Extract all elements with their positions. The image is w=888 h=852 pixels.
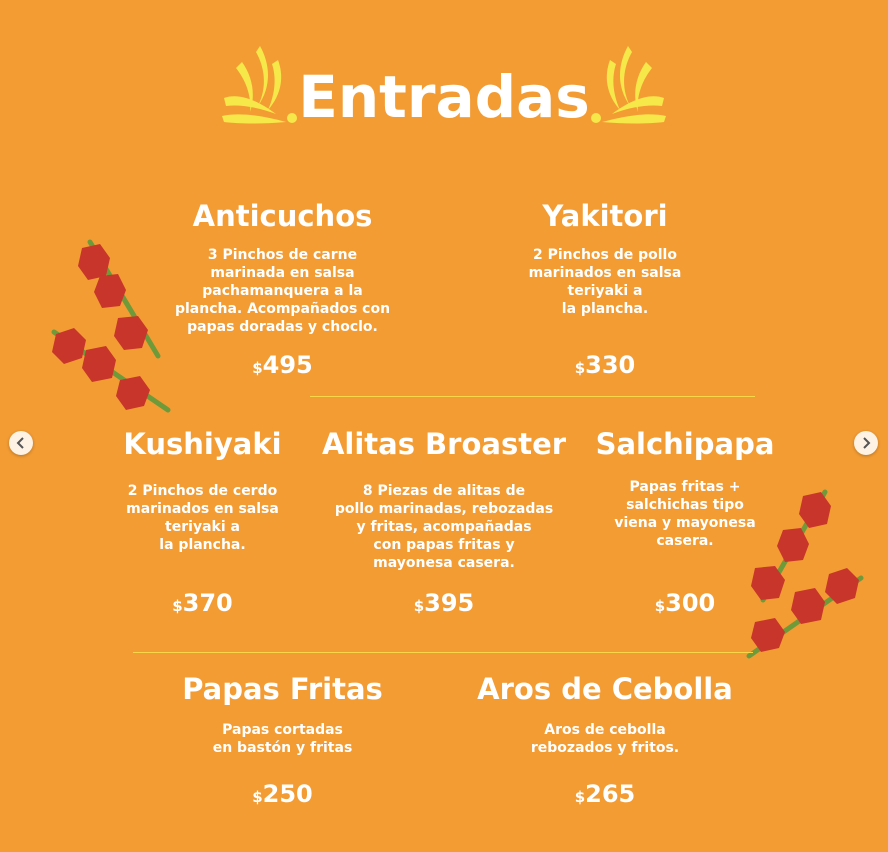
price-value: 370 [182, 589, 233, 617]
item-description: Papas cortadas en bastón y fritas [212, 722, 353, 756]
price-value: 250 [262, 780, 313, 808]
item-description: 3 Pinchos de carne marinada en salsa pac… [174, 247, 391, 335]
menu-item-aros-de-cebolla: Aros de Cebolla Aros de cebolla rebozado… [455, 671, 755, 812]
item-name: Papas Fritas [182, 672, 383, 706]
price-value: 495 [262, 351, 313, 379]
currency-symbol: $ [413, 597, 425, 615]
chevron-left-icon [16, 437, 24, 449]
item-price: $300 [585, 588, 785, 621]
carousel-next-button[interactable] [854, 431, 878, 455]
price-value: 300 [665, 589, 716, 617]
menu-item-salchipapa: Salchipapa Papas fritas + salchichas tip… [585, 426, 785, 621]
currency-symbol: $ [654, 597, 666, 615]
currency-symbol: $ [252, 788, 263, 806]
item-price: $265 [455, 779, 755, 812]
item-price: $330 [460, 350, 750, 383]
chevron-right-icon [863, 437, 871, 449]
price-value: 330 [585, 351, 636, 379]
flame-swirl-left-icon [222, 46, 297, 124]
carousel-prev-button[interactable] [9, 431, 33, 455]
item-name: Kushiyaki [123, 427, 282, 461]
menu-item-yakitori: Yakitori 2 Pinchos de pollo marinados en… [460, 198, 750, 383]
section-divider [133, 652, 753, 653]
item-price: $395 [318, 588, 570, 621]
flame-swirl-right-icon [591, 46, 666, 124]
item-description: Papas fritas + salchichas tipo viena y m… [614, 479, 756, 549]
currency-symbol: $ [252, 359, 263, 377]
skewer-left-icon [51, 239, 171, 413]
item-name: Salchipapa [595, 427, 775, 461]
item-name: Yakitori [542, 199, 668, 233]
menu-item-kushiyaki: Kushiyaki 2 Pinchos de cerdo marinados e… [100, 426, 305, 621]
item-description: Aros de cebolla rebozados y fritos. [530, 722, 680, 756]
currency-symbol: $ [574, 359, 586, 377]
item-description: 2 Pinchos de pollo marinados en salsa te… [528, 247, 682, 317]
currency-symbol: $ [574, 788, 586, 806]
price-value: 265 [585, 780, 636, 808]
item-name: Alitas Broaster [321, 427, 567, 461]
item-price: $250 [160, 779, 405, 812]
item-name: Aros de Cebolla [477, 672, 733, 706]
page-title: Entradas [298, 63, 590, 131]
price-value: 395 [424, 589, 475, 617]
menu-item-papas-fritas: Papas Fritas Papas cortadas en bastón y … [160, 671, 405, 812]
item-description: 8 Piezas de alitas de pollo marinadas, r… [334, 483, 554, 571]
menu-item-anticuchos: Anticuchos 3 Pinchos de carne marinada e… [140, 198, 425, 383]
item-description: 2 Pinchos de cerdo marinados en salsa te… [126, 483, 279, 553]
menu-item-alitas-broaster: Alitas Broaster 8 Piezas de alitas de po… [318, 426, 570, 621]
skewer-right-icon [746, 489, 864, 659]
item-price: $495 [140, 350, 425, 383]
currency-symbol: $ [172, 597, 183, 615]
item-price: $370 [100, 588, 305, 621]
section-divider [310, 396, 755, 397]
item-name: Anticuchos [192, 199, 373, 233]
